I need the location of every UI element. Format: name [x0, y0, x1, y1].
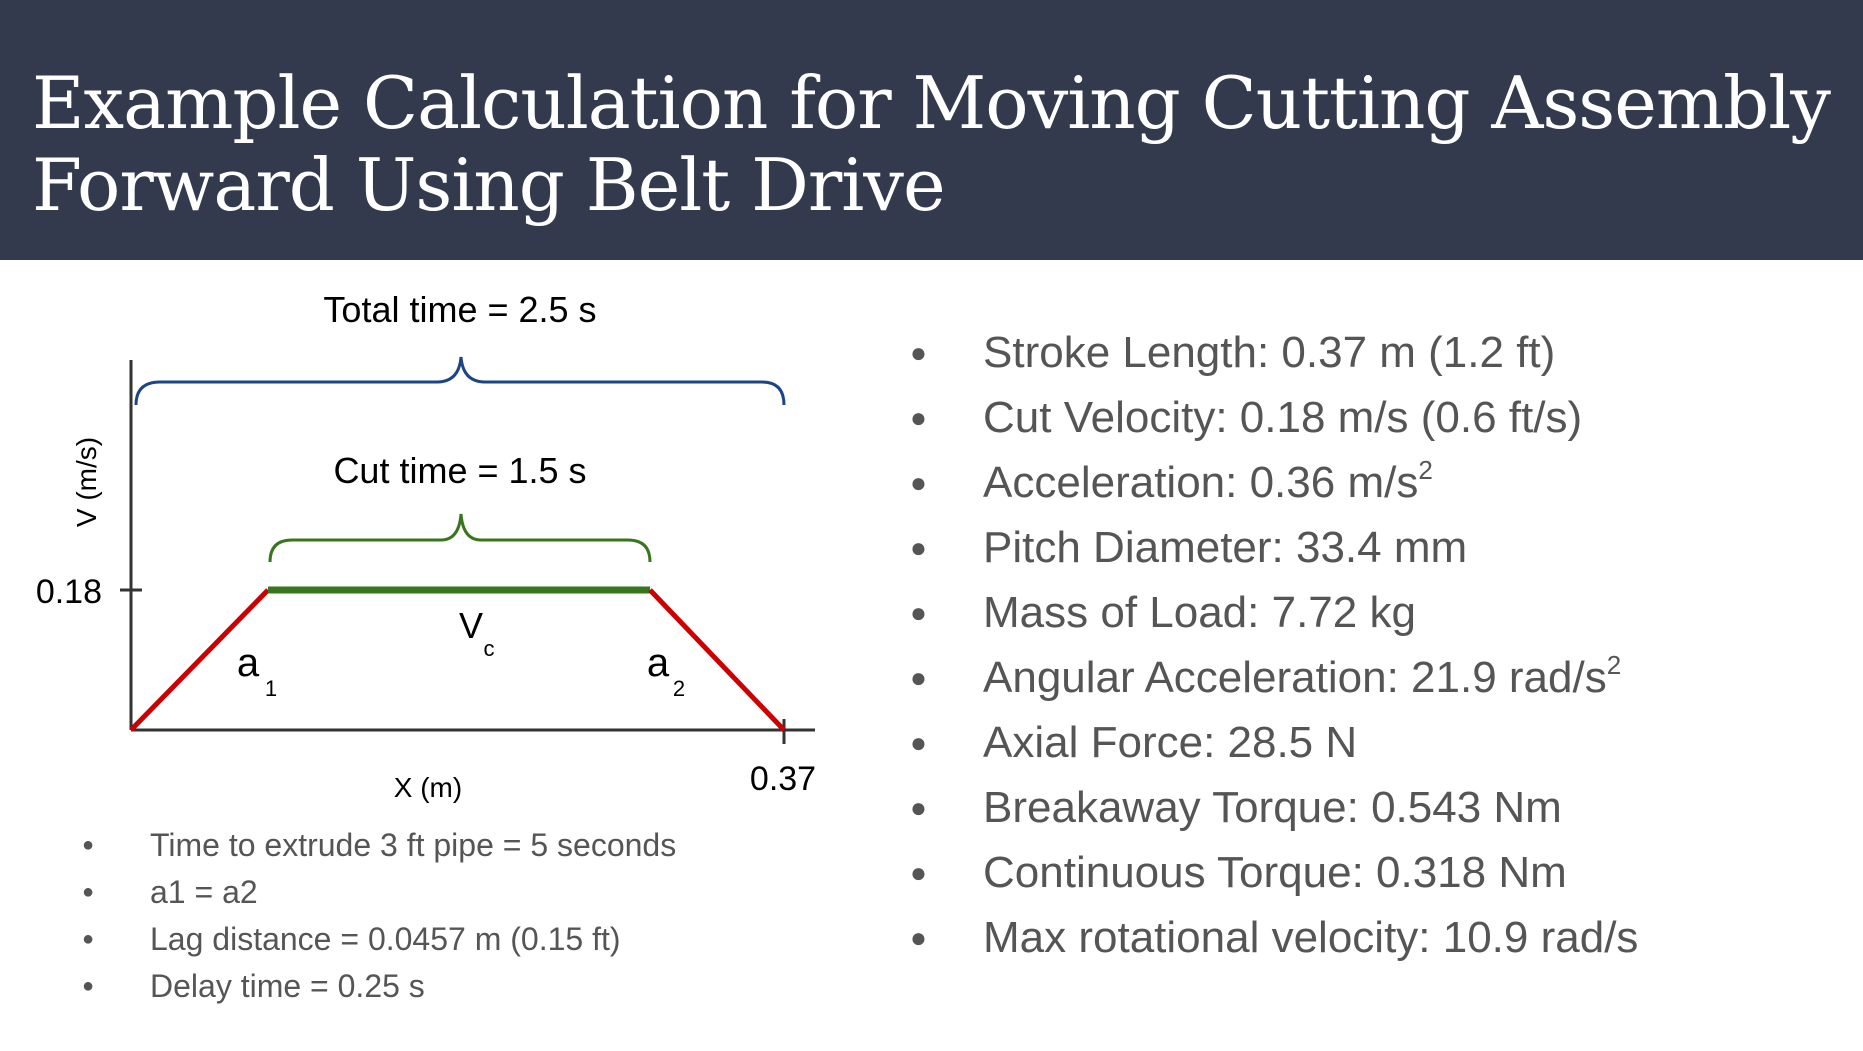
velocity-profile-diagram: Total time = 2.5 s Cut time = 1.5 s V (m…	[36, 289, 816, 803]
title-bar: Example Calculation for Moving Cutting A…	[0, 0, 1863, 260]
y-tick-label: 0.18	[36, 573, 102, 611]
slide-title: Example Calculation for Moving Cutting A…	[32, 62, 1832, 226]
a2-subscript: 2	[673, 676, 685, 701]
vc-label: V	[459, 605, 483, 646]
spec-item: Max rotational velocity: 10.9 rad/s	[900, 905, 1850, 970]
note-item: a1 = a2	[70, 869, 870, 916]
slide-title-line-2: Forward Using Belt Drive	[32, 143, 946, 227]
note-item: Time to extrude 3 ft pipe = 5 seconds	[70, 822, 870, 869]
spec-item: Pitch Diameter: 33.4 mm	[900, 515, 1850, 580]
slide-title-line-1: Example Calculation for Moving Cutting A…	[32, 61, 1831, 145]
note-item: Delay time = 0.25 s	[70, 963, 870, 1010]
spec-text: Angular Acceleration: 21.9 rad/s	[983, 653, 1607, 702]
spec-text: Stroke Length: 0.37 m (1.2 ft)	[983, 328, 1556, 377]
a1-label: a	[237, 641, 260, 685]
spec-text: Axial Force: 28.5 N	[983, 718, 1358, 767]
spec-item: Breakaway Torque: 0.543 Nm	[900, 775, 1850, 840]
spec-text: Pitch Diameter: 33.4 mm	[983, 523, 1468, 572]
a2-label: a	[647, 641, 670, 685]
spec-text: Max rotational velocity: 10.9 rad/s	[983, 913, 1639, 962]
notes-list: Time to extrude 3 ft pipe = 5 seconds a1…	[70, 822, 870, 1010]
note-item: Lag distance = 0.0457 m (0.15 ft)	[70, 916, 870, 963]
spec-text: Continuous Torque: 0.318 Nm	[983, 848, 1567, 897]
decel-ramp-a2	[648, 588, 786, 732]
spec-text: Mass of Load: 7.72 kg	[983, 588, 1416, 637]
spec-item: Stroke Length: 0.37 m (1.2 ft)	[900, 320, 1850, 385]
spec-item: Acceleration: 0.36 m/s2	[900, 450, 1850, 515]
y-axis-label: V (m/s)	[71, 437, 102, 527]
spec-item: Angular Acceleration: 21.9 rad/s2	[900, 645, 1850, 710]
total-time-brace	[134, 356, 786, 406]
cut-time-label: Cut time = 1.5 s	[333, 450, 586, 491]
x-axis-label: X (m)	[394, 772, 462, 803]
vc-subscript: c	[484, 636, 495, 661]
spec-item: Continuous Torque: 0.318 Nm	[900, 840, 1850, 905]
spec-item: Axial Force: 28.5 N	[900, 710, 1850, 775]
specs-list: Stroke Length: 0.37 m (1.2 ft) Cut Veloc…	[900, 320, 1850, 970]
spec-text: Breakaway Torque: 0.543 Nm	[983, 783, 1562, 832]
total-time-label: Total time = 2.5 s	[323, 289, 596, 330]
spec-superscript: 2	[1606, 650, 1622, 680]
x-tick-label: 0.37	[750, 760, 816, 798]
spec-text: Cut Velocity: 0.18 m/s (0.6 ft/s)	[983, 393, 1583, 442]
spec-superscript: 2	[1418, 455, 1433, 485]
spec-item: Mass of Load: 7.72 kg	[900, 580, 1850, 645]
accel-ramp-a1	[129, 588, 270, 732]
cut-time-brace	[268, 513, 652, 563]
a1-subscript: 1	[265, 676, 277, 701]
spec-item: Cut Velocity: 0.18 m/s (0.6 ft/s)	[900, 385, 1850, 450]
spec-text: Acceleration: 0.36 m/s	[983, 458, 1419, 507]
